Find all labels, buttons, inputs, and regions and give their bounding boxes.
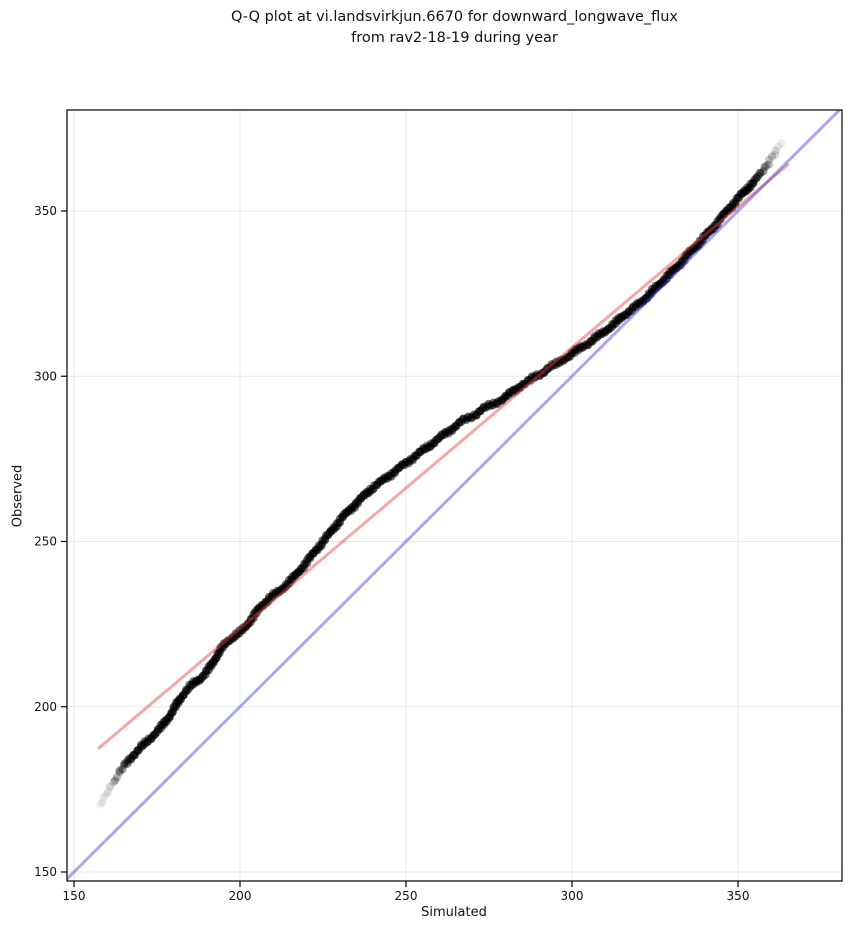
y-tick-label: 150: [34, 865, 57, 879]
axis-tick-labels: 150 200 250 300 350 150 200 250 300 350: [34, 204, 749, 903]
regression-line: [97, 163, 790, 750]
chart-title-line-1: Q-Q plot at vi.landsvirkjun.6670 for dow…: [230, 9, 679, 25]
y-tick-label: 200: [34, 700, 57, 714]
y-tick-label: 300: [34, 369, 57, 383]
x-tick-label: 250: [395, 889, 418, 903]
axis-ticks: [61, 210, 739, 887]
y-axis-label: Observed: [10, 464, 26, 528]
x-tick-label: 200: [229, 889, 252, 903]
y-tick-label: 350: [34, 204, 57, 218]
qq-scatter-points: [96, 139, 786, 809]
identity-line: [67, 110, 842, 881]
chart-title-line-2: from rav2-18-19 during year: [351, 30, 558, 47]
axes-spines: [66, 109, 843, 882]
x-tick-label: 350: [727, 889, 750, 903]
chart-title: Q-Q plot at vi.landsvirkjun.6670 for dow…: [67, 7, 842, 50]
x-tick-label: 300: [561, 889, 584, 903]
x-tick-label: 150: [63, 889, 86, 903]
y-tick-label: 250: [34, 535, 57, 549]
gridlines: [67, 110, 842, 881]
x-axis-label: Simulated: [421, 905, 487, 920]
